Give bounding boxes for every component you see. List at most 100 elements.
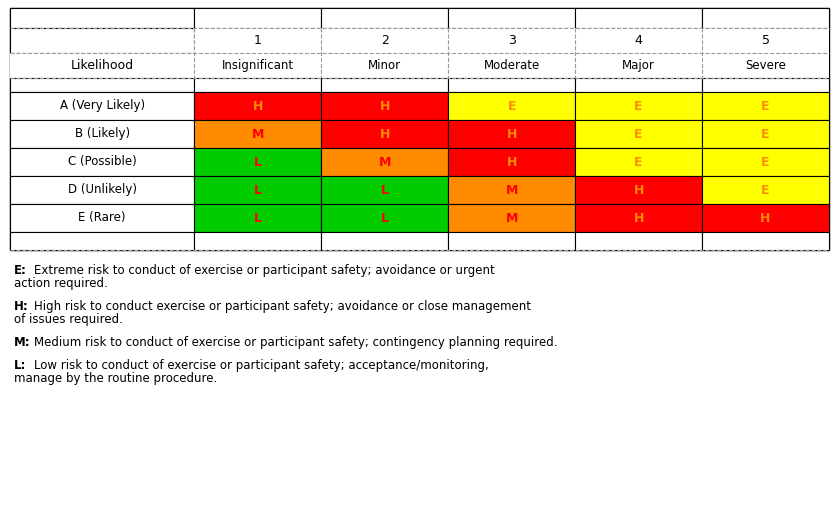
Bar	[321, 204, 448, 232]
Bar	[702, 92, 829, 120]
Bar	[448, 148, 575, 176]
Text: H:: H:	[14, 300, 29, 313]
Text: 4: 4	[634, 34, 643, 47]
Text: E: E	[761, 156, 769, 169]
Text: manage by the routine procedure.: manage by the routine procedure.	[14, 372, 217, 385]
Text: 5: 5	[762, 34, 769, 47]
Bar	[702, 232, 829, 250]
Text: 3: 3	[508, 34, 516, 47]
Bar	[321, 8, 448, 28]
Bar	[321, 232, 448, 250]
Bar	[10, 28, 195, 53]
Bar	[702, 78, 829, 92]
Bar	[10, 176, 195, 204]
Bar	[321, 120, 448, 148]
Text: High risk to conduct exercise or participant safety; avoidance or close manageme: High risk to conduct exercise or partici…	[34, 300, 531, 313]
Bar	[10, 204, 195, 232]
Bar	[575, 204, 702, 232]
Text: E: E	[508, 100, 516, 113]
Bar	[195, 176, 321, 204]
Bar	[702, 204, 829, 232]
Text: Moderate: Moderate	[483, 59, 539, 72]
Bar	[448, 92, 575, 120]
Bar	[575, 78, 702, 92]
Text: Extreme risk to conduct of exercise or participant safety; avoidance or urgent: Extreme risk to conduct of exercise or p…	[34, 264, 495, 277]
Text: Low risk to conduct of exercise or participant safety; acceptance/monitoring,: Low risk to conduct of exercise or parti…	[34, 359, 489, 372]
Text: L: L	[253, 156, 262, 169]
Bar	[702, 176, 829, 204]
Bar	[10, 120, 195, 148]
Bar	[575, 176, 702, 204]
Text: E: E	[761, 100, 769, 113]
Bar	[448, 120, 575, 148]
Bar	[10, 232, 195, 250]
Text: Severe: Severe	[745, 59, 786, 72]
Bar	[702, 53, 829, 78]
Text: L: L	[381, 183, 388, 196]
Bar	[321, 176, 448, 204]
Text: E: E	[634, 127, 643, 140]
Text: H: H	[507, 156, 517, 169]
Bar	[575, 8, 702, 28]
Text: Major: Major	[623, 59, 655, 72]
Text: L:: L:	[14, 359, 26, 372]
Bar	[575, 53, 702, 78]
Text: H: H	[633, 183, 644, 196]
Bar	[195, 232, 321, 250]
Text: L: L	[253, 212, 262, 224]
Bar	[702, 8, 829, 28]
Bar	[702, 148, 829, 176]
Bar	[448, 53, 575, 78]
Bar	[321, 53, 448, 78]
Bar	[195, 204, 321, 232]
Text: C (Possible): C (Possible)	[68, 156, 137, 169]
Text: E: E	[761, 183, 769, 196]
Text: action required.: action required.	[14, 277, 107, 290]
Text: H: H	[507, 127, 517, 140]
Bar	[195, 28, 321, 53]
Bar	[575, 148, 702, 176]
Text: A (Very Likely): A (Very Likely)	[60, 100, 144, 113]
Bar	[321, 148, 448, 176]
Bar	[575, 28, 702, 53]
Text: M: M	[505, 183, 518, 196]
Bar	[195, 148, 321, 176]
Bar	[702, 120, 829, 148]
Bar	[321, 28, 448, 53]
Bar	[10, 78, 195, 92]
Text: M: M	[252, 127, 264, 140]
Text: H: H	[379, 127, 390, 140]
Text: H: H	[253, 100, 263, 113]
Text: M: M	[505, 212, 518, 224]
Bar	[10, 148, 195, 176]
Bar	[448, 232, 575, 250]
Text: E:: E:	[14, 264, 27, 277]
Text: Minor: Minor	[368, 59, 401, 72]
Text: H: H	[633, 212, 644, 224]
Text: L: L	[381, 212, 388, 224]
Text: Insignificant: Insignificant	[221, 59, 294, 72]
Bar	[321, 92, 448, 120]
Bar	[575, 92, 702, 120]
Bar	[195, 92, 321, 120]
Text: E: E	[761, 127, 769, 140]
Text: M: M	[378, 156, 391, 169]
Text: 2: 2	[381, 34, 388, 47]
Bar	[10, 92, 195, 120]
Bar	[195, 120, 321, 148]
Text: B (Likely): B (Likely)	[75, 127, 130, 140]
Bar	[448, 28, 575, 53]
Text: L: L	[253, 183, 262, 196]
Bar	[10, 8, 195, 28]
Bar	[10, 8, 829, 250]
Text: H: H	[760, 212, 771, 224]
Text: E: E	[634, 156, 643, 169]
Bar	[195, 53, 321, 78]
Text: M:: M:	[14, 336, 31, 349]
Text: of issues required.: of issues required.	[14, 313, 122, 326]
Text: Likelihood: Likelihood	[70, 59, 133, 72]
Text: D (Unlikely): D (Unlikely)	[68, 183, 137, 196]
Text: 1: 1	[254, 34, 262, 47]
Bar	[448, 204, 575, 232]
Text: E (Rare): E (Rare)	[78, 212, 126, 224]
